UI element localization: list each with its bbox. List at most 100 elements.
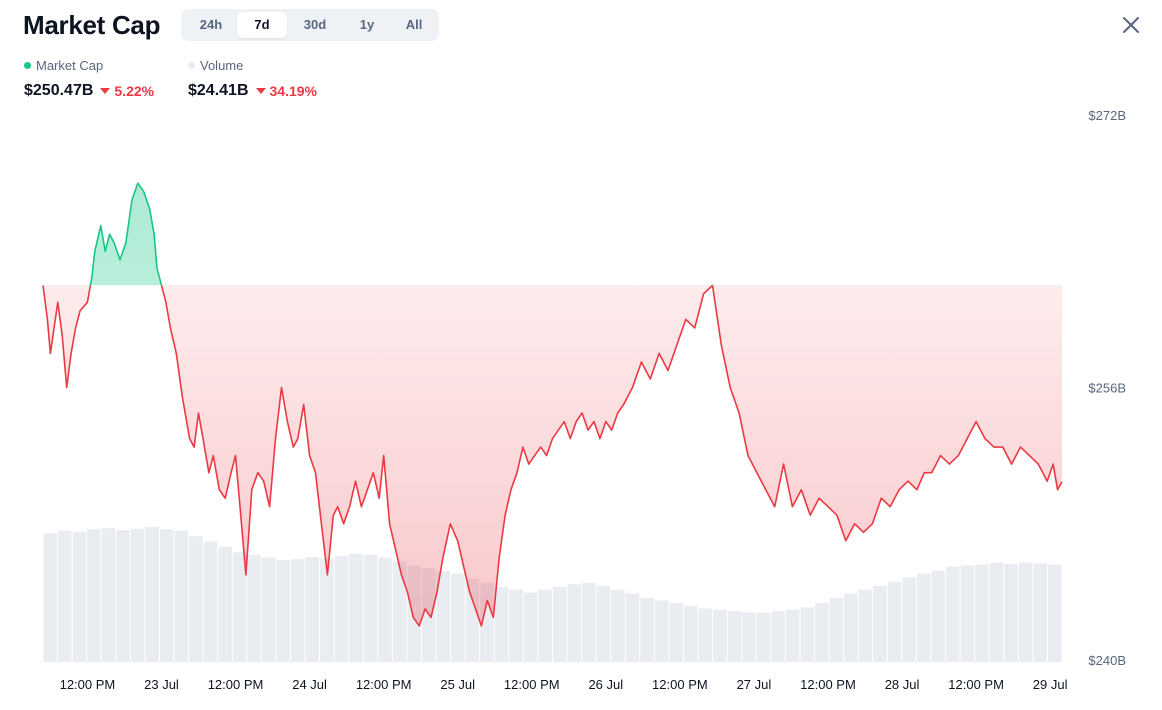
- market-cap-value: $250.47B: [24, 82, 94, 99]
- market-cap-stat: $250.47B 5.22%: [24, 82, 154, 100]
- tab-24h[interactable]: 24h: [199, 17, 223, 32]
- x-tick-label: 12:00 PM: [800, 677, 856, 692]
- volume-bar: [989, 562, 1004, 662]
- x-tick-label: 29 Jul: [1033, 677, 1068, 692]
- volume-bar: [771, 611, 785, 662]
- volume-bar: [538, 589, 552, 662]
- volume-bar: [815, 603, 829, 662]
- volume-bar: [189, 536, 203, 662]
- volume-bar: [247, 554, 261, 662]
- volume-bar: [902, 577, 916, 662]
- volume-bar: [58, 530, 72, 662]
- volume-bar: [625, 593, 640, 662]
- tab-30d[interactable]: 30d: [303, 17, 327, 32]
- volume-bar: [320, 558, 334, 662]
- volume-bar: [931, 570, 946, 662]
- x-tick-label: 12:00 PM: [356, 677, 412, 692]
- legend-volume[interactable]: Volume: [188, 58, 243, 73]
- volume-bar: [174, 530, 189, 662]
- volume-bar: [916, 573, 931, 662]
- volume-change: 34.19%: [255, 83, 317, 99]
- volume-bar: [101, 528, 116, 662]
- volume-bar: [203, 541, 218, 662]
- volume-bar: [858, 589, 873, 662]
- volume-bar: [130, 528, 145, 662]
- volume-bar: [1018, 562, 1033, 662]
- caret-down-icon: [255, 88, 266, 94]
- chart-title: Market Cap: [23, 10, 161, 40]
- volume-bar: [87, 529, 101, 662]
- volume-bar: [727, 611, 742, 662]
- volume-bar: [698, 608, 713, 662]
- tab-all[interactable]: All: [405, 17, 423, 32]
- volume-bar: [596, 585, 611, 662]
- x-tick-label: 24 Jul: [292, 677, 327, 692]
- caret-down-icon: [100, 88, 111, 94]
- volume-bar: [640, 597, 654, 662]
- time-range-tabs: 24h 7d 30d 1y All: [181, 9, 439, 41]
- volume-change-value: 34.19%: [269, 83, 317, 99]
- volume-bar: [713, 609, 727, 662]
- volume-bar: [451, 573, 465, 662]
- volume-bar: [290, 559, 305, 662]
- volume-bar: [567, 584, 582, 662]
- x-tick-label: 28 Jul: [885, 677, 920, 692]
- x-tick-label: 12:00 PM: [504, 677, 560, 692]
- volume-bar: [523, 592, 538, 662]
- volume-bar: [946, 566, 960, 662]
- volume-bar: [392, 561, 407, 662]
- volume-bar: [1033, 563, 1047, 662]
- legend-market-cap[interactable]: Market Cap: [24, 58, 103, 73]
- volume-dot-icon: [188, 62, 195, 69]
- x-tick-label: 12:00 PM: [208, 677, 264, 692]
- volume-bar: [218, 546, 232, 662]
- market-cap-line-below: [42, 285, 1063, 627]
- volume-bar: [553, 587, 567, 662]
- volume-bar: [975, 564, 989, 662]
- x-tick-label: 12:00 PM: [948, 677, 1004, 692]
- y-tick-label: $272B: [1088, 108, 1126, 123]
- y-tick-label: $256B: [1088, 381, 1126, 396]
- close-icon[interactable]: [1119, 13, 1143, 37]
- market-cap-dot-icon: [24, 62, 31, 69]
- volume-bar: [349, 553, 363, 662]
- volume-bar: [276, 560, 290, 662]
- volume-bar: [43, 533, 58, 662]
- volume-bar: [378, 557, 392, 662]
- volume-bar: [844, 593, 858, 662]
- volume-bar: [684, 605, 698, 662]
- volume-bar: [261, 557, 276, 662]
- legend-volume-label: Volume: [200, 58, 244, 73]
- market-cap-chart[interactable]: $272B $256B $240B 12:00 PM 23 Jul 12:00 PM 24 …: [0, 100, 1162, 710]
- volume-bar: [436, 570, 451, 662]
- volume-bar: [829, 597, 844, 662]
- x-tick-label: 12:00 PM: [652, 677, 708, 692]
- volume-bar: [742, 612, 756, 662]
- volume-bar: [887, 581, 902, 662]
- x-tick-label: 27 Jul: [737, 677, 772, 692]
- volume-bar: [756, 612, 771, 662]
- volume-bar: [785, 609, 800, 662]
- volume-value: $24.41B: [188, 82, 249, 99]
- volume-bar: [145, 527, 159, 662]
- x-tick-label: 23 Jul: [144, 677, 179, 692]
- x-tick-label: 25 Jul: [440, 677, 475, 692]
- volume-bar: [232, 552, 247, 662]
- y-tick-label: $240B: [1088, 653, 1126, 668]
- volume-bar: [582, 582, 596, 662]
- volume-bar: [159, 529, 174, 662]
- market-cap-change: 5.22%: [100, 83, 154, 99]
- market-cap-area-above: [43, 183, 1062, 286]
- volume-bar: [611, 589, 625, 662]
- volume-bar: [494, 587, 509, 662]
- volume-bar: [873, 585, 887, 662]
- volume-bar: [1047, 564, 1062, 662]
- x-tick-label: 26 Jul: [588, 677, 623, 692]
- volume-bar: [363, 554, 378, 662]
- tab-7d[interactable]: 7d: [237, 12, 287, 38]
- volume-bar: [72, 531, 87, 662]
- tab-1y[interactable]: 1y: [359, 17, 375, 32]
- volume-bar: [305, 557, 320, 662]
- market-cap-area-below: [43, 285, 1062, 626]
- volume-bar: [1004, 563, 1018, 662]
